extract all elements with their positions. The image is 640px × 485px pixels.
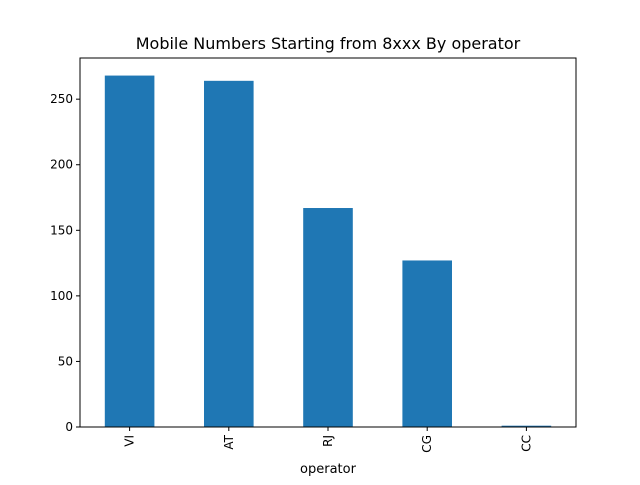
x-tick-label: CC — [519, 435, 533, 452]
bar-at — [204, 80, 254, 428]
x-tick-label: CG — [420, 435, 434, 453]
bars-group — [104, 75, 552, 428]
chart-title: Mobile Numbers Starting from 8xxx By ope… — [136, 34, 521, 53]
bar-cc — [501, 425, 552, 427]
bar-vi — [104, 75, 155, 428]
x-axis-label: operator — [300, 462, 357, 477]
bar-rj — [303, 208, 353, 427]
y-tick-label: 0 — [65, 420, 73, 434]
x-tick-label: VI — [123, 435, 137, 447]
y-tick-label: 100 — [50, 289, 73, 303]
plot-frame — [79, 57, 577, 428]
y-tick-label: 150 — [50, 223, 73, 237]
y-tick-label: 250 — [50, 92, 73, 106]
x-axis-ticks: VI AT RJ CG CC — [123, 427, 533, 453]
y-tick-label: 200 — [50, 158, 73, 172]
x-tick-label: RJ — [321, 435, 335, 447]
y-tick-label: 50 — [58, 354, 73, 368]
y-axis-ticks: 0 50 100 150 200 250 — [50, 92, 80, 434]
bar-cg — [402, 260, 452, 427]
x-tick-label: AT — [222, 434, 236, 449]
